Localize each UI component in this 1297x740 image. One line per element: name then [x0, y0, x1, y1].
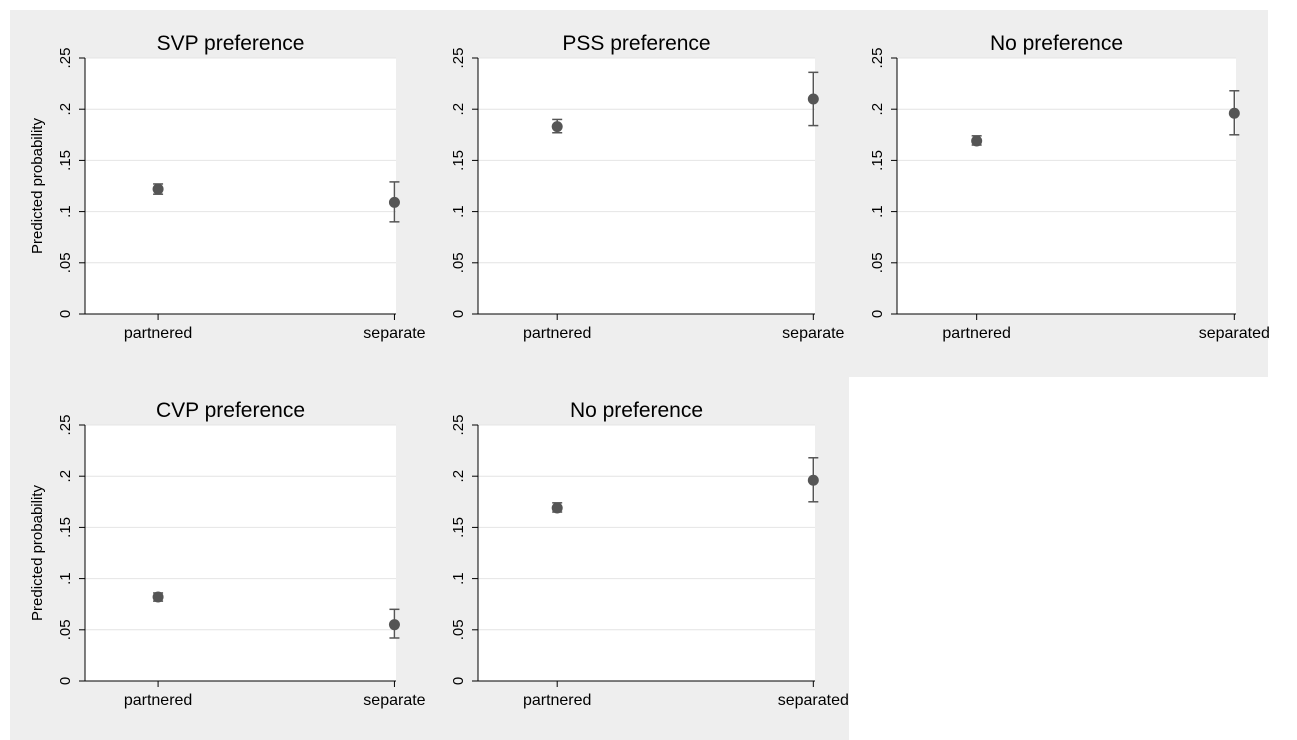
y-tick-label: .2: [57, 470, 74, 483]
x-category-label: partnered: [523, 325, 592, 342]
data-point: [388, 196, 400, 208]
y-axis-title: Predicted probability: [29, 485, 46, 621]
y-tick-label: .25: [869, 48, 886, 69]
y-tick-label: .05: [450, 619, 467, 640]
x-category-label: partnered: [124, 325, 193, 342]
data-point: [152, 591, 164, 603]
y-tick-label: 0: [450, 310, 467, 318]
plot-area: [897, 58, 1236, 314]
data-point: [551, 502, 563, 514]
y-tick-label: .05: [869, 252, 886, 273]
chart-panel-5: 0 .05 .1 .15 .2 .25 No preference partnered sepa…: [450, 399, 849, 709]
x-category-label: partnered: [124, 692, 193, 709]
chart-panel-3: 0 .05 .1 .15 .2 .25 No preference partnered sepa…: [869, 32, 1270, 342]
x-category-label: partnered: [523, 692, 592, 709]
x-category-label: separated: [778, 692, 849, 709]
y-tick-label: .15: [869, 150, 886, 171]
data-point: [1228, 107, 1240, 119]
y-tick-label: .1: [57, 205, 74, 218]
plot-area: [478, 425, 815, 681]
x-category-label: separate: [782, 325, 844, 342]
y-tick-label: .2: [57, 103, 74, 116]
y-tick-label: .2: [450, 103, 467, 116]
data-point: [807, 93, 819, 105]
y-tick-label: 0: [869, 310, 886, 318]
chart-panels: 0 .05 .1 .15 .2 .25 Predicted probability SVP p…: [29, 32, 1270, 709]
data-point: [152, 183, 164, 195]
x-category-label: separate: [363, 692, 425, 709]
y-tick-label: .25: [57, 48, 74, 69]
panel-title: No preference: [570, 399, 703, 422]
y-tick-label: .1: [450, 205, 467, 218]
y-tick-label: .15: [57, 517, 74, 538]
chart-panel-2: 0 .05 .1 .15 .2 .25 PSS preference partnered sep…: [450, 32, 845, 342]
plot-area: [85, 58, 396, 314]
chart-panel-4: 0 .05 .1 .15 .2 .25 Predicted probability CVP p…: [29, 399, 426, 709]
x-category-label: separate: [363, 325, 425, 342]
y-tick-label: .2: [450, 470, 467, 483]
y-axis-title: Predicted probability: [29, 118, 46, 254]
y-tick-label: .15: [57, 150, 74, 171]
y-tick-label: .25: [57, 415, 74, 436]
data-point: [388, 619, 400, 631]
y-tick-label: .1: [450, 572, 467, 585]
y-tick-label: .15: [450, 517, 467, 538]
y-tick-label: .1: [869, 205, 886, 218]
plot-area: [478, 58, 815, 314]
data-point: [807, 474, 819, 486]
data-point: [551, 121, 563, 133]
y-tick-label: .25: [450, 415, 467, 436]
y-tick-label: 0: [57, 677, 74, 685]
y-tick-label: .25: [450, 48, 467, 69]
y-tick-label: .05: [57, 619, 74, 640]
panel-title: SVP preference: [157, 32, 305, 55]
panel-title: CVP preference: [156, 399, 305, 422]
y-tick-label: 0: [57, 310, 74, 318]
plot-area: [85, 425, 396, 681]
y-tick-label: .05: [57, 252, 74, 273]
y-tick-label: 0: [450, 677, 467, 685]
y-tick-label: .2: [869, 103, 886, 116]
x-category-label: separated: [1199, 325, 1270, 342]
y-tick-label: .1: [57, 572, 74, 585]
chart-panel-1: 0 .05 .1 .15 .2 .25 Predicted probability SVP p…: [29, 32, 426, 342]
y-tick-label: .05: [450, 252, 467, 273]
panel-title: No preference: [990, 32, 1123, 55]
x-category-label: partnered: [942, 325, 1011, 342]
data-point: [971, 135, 983, 147]
panel-title: PSS preference: [562, 32, 710, 55]
y-tick-label: .15: [450, 150, 467, 171]
